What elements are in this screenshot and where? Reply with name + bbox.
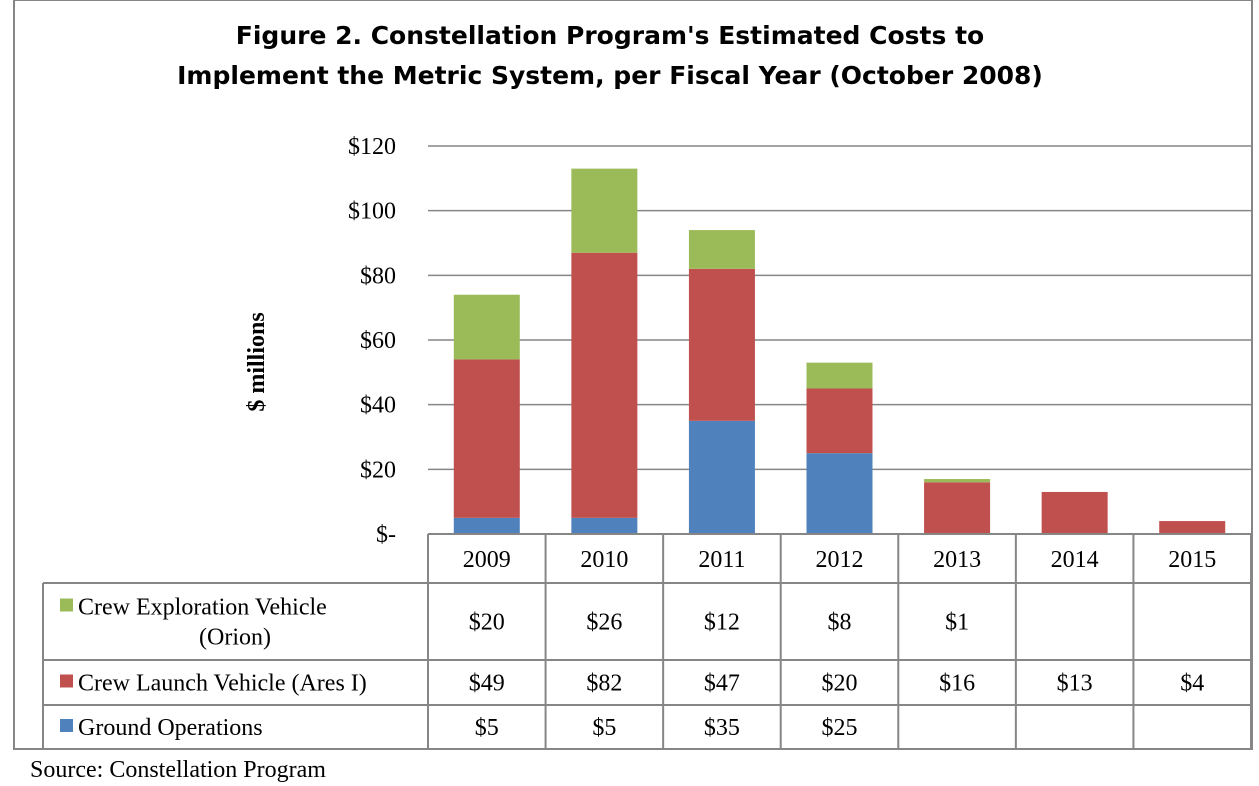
data-label: $13	[1057, 671, 1093, 697]
data-label: $82	[586, 671, 622, 697]
data-label: $16	[939, 671, 975, 697]
x-tick-label: 2009	[463, 547, 511, 573]
legend-swatch	[60, 674, 73, 688]
bar-segment	[806, 362, 873, 389]
y-tick-label: $120	[348, 134, 396, 160]
data-label: $47	[704, 671, 740, 697]
bar-segment	[1159, 521, 1226, 534]
data-label: $20	[822, 671, 858, 697]
data-label: $20	[469, 610, 505, 636]
y-tick-label: $40	[360, 393, 396, 419]
x-tick-label: 2015	[1168, 547, 1216, 573]
bar-segment	[688, 230, 755, 269]
bar-segment	[688, 420, 755, 534]
chart-title-line-2: Implement the Metric System, per Fiscal …	[177, 61, 1043, 90]
y-tick-label: $20	[360, 457, 396, 483]
x-tick-label: 2014	[1051, 547, 1099, 573]
data-label: $4	[1180, 671, 1204, 697]
source-note: Source: Constellation Program	[30, 757, 326, 783]
bar-segment	[1041, 491, 1108, 534]
data-label: $8	[828, 610, 852, 636]
bar-segment	[688, 268, 755, 421]
x-tick-label: 2010	[580, 547, 628, 573]
bar-segment	[924, 482, 991, 534]
legend-swatch	[60, 598, 73, 612]
bar-segment	[571, 168, 638, 253]
chart-title-line-1: Figure 2. Constellation Program's Estima…	[236, 21, 984, 50]
bar-segment	[571, 517, 638, 534]
data-label: $5	[475, 715, 499, 741]
data-label: $35	[704, 715, 740, 741]
legend-label: Crew Launch Vehicle (Ares I)	[78, 671, 367, 697]
data-label: $1	[945, 610, 969, 636]
x-tick-label: 2013	[933, 547, 981, 573]
x-tick-label: 2012	[816, 547, 864, 573]
bar-segment	[806, 388, 873, 454]
bar-segment	[924, 479, 991, 483]
data-label: $49	[469, 671, 505, 697]
bar-segment	[453, 517, 520, 534]
data-label: $5	[592, 715, 616, 741]
bar-segment	[806, 453, 873, 534]
bar-segment	[571, 252, 638, 518]
data-label: $26	[586, 610, 622, 636]
bar-segment	[453, 359, 520, 518]
data-label: $12	[704, 610, 740, 636]
bar-segment	[453, 294, 520, 360]
legend-label: Ground Operations	[78, 715, 263, 741]
legend-label: (Orion)	[199, 625, 271, 651]
legend-label: Crew Exploration Vehicle	[78, 595, 327, 621]
y-tick-label: $100	[348, 199, 396, 225]
y-tick-label: $60	[360, 328, 396, 354]
y-tick-label: $80	[360, 263, 396, 289]
x-tick-label: 2011	[698, 547, 745, 573]
y-tick-label: $-	[376, 522, 396, 548]
y-axis-label: $ millions	[244, 312, 270, 411]
legend-swatch	[60, 719, 73, 732]
data-label: $25	[822, 715, 858, 741]
